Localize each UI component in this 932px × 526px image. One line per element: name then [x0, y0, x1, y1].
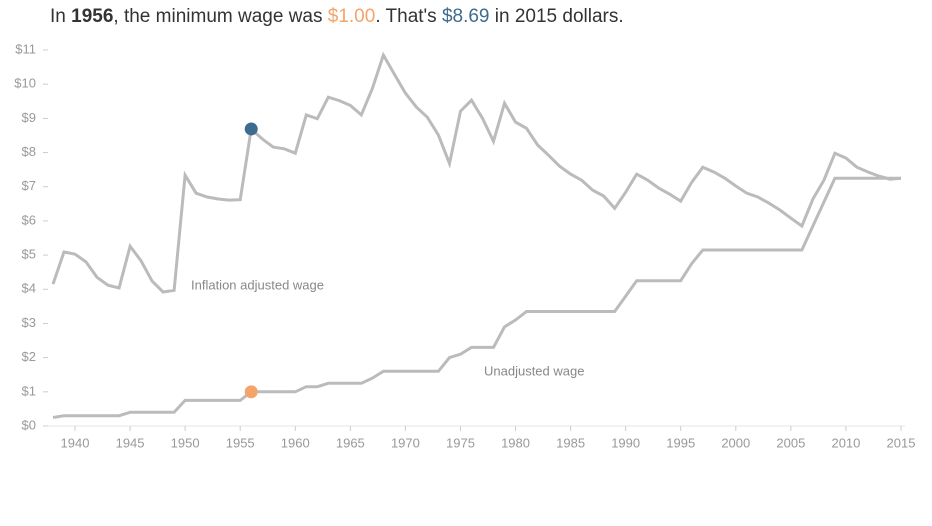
x-tick-label: 1960 [281, 435, 310, 450]
x-tick-label: 1970 [391, 435, 420, 450]
chart-title: In 1956, the minimum wage was $1.00. Tha… [50, 6, 624, 27]
x-tick-label: 1975 [446, 435, 475, 450]
y-tick-label: $9 [22, 110, 36, 125]
y-tick-label: $6 [22, 212, 36, 227]
y-tick-label: $4 [22, 281, 36, 296]
y-tick-label: $5 [22, 247, 36, 262]
x-tick-label: 2000 [721, 435, 750, 450]
x-tick-label: 1990 [611, 435, 640, 450]
x-tick-label: 1985 [556, 435, 585, 450]
highlight-point [244, 385, 258, 399]
x-tick-label: 2010 [831, 435, 860, 450]
y-tick-label: $7 [22, 178, 36, 193]
series-label: Inflation adjusted wage [191, 277, 324, 292]
title-part: in 2015 dollars. [490, 6, 624, 27]
title-part: In [50, 6, 71, 27]
title-part: , the minimum wage was [113, 6, 327, 27]
title-part: $1.00 [328, 6, 376, 27]
highlight-point [244, 122, 258, 136]
y-tick-label: $11 [15, 41, 36, 56]
y-tick-label: $2 [22, 349, 36, 364]
x-tick-label: 1945 [116, 435, 145, 450]
x-tick-label: 1980 [501, 435, 530, 450]
x-tick-label: 1950 [171, 435, 200, 450]
x-tick-label: 1995 [666, 435, 695, 450]
y-tick-label: $10 [14, 76, 36, 91]
x-tick-label: 2005 [776, 435, 805, 450]
line [51, 51, 902, 294]
x-tick-label: 1955 [226, 435, 255, 450]
x-tick-label: 1965 [336, 435, 365, 450]
y-tick-label: $0 [22, 417, 36, 432]
x-tick-label: 2015 [887, 435, 916, 450]
title-part: $8.69 [442, 6, 490, 27]
y-tick-label: $8 [22, 144, 36, 159]
series-label: Unadjusted wage [484, 363, 584, 378]
line [52, 176, 901, 419]
title-part: 1956 [71, 6, 113, 27]
y-tick-label: $3 [22, 315, 36, 330]
y-tick-label: $1 [22, 383, 36, 398]
title-part: . That's [375, 6, 442, 27]
x-tick-label: 1940 [61, 435, 90, 450]
